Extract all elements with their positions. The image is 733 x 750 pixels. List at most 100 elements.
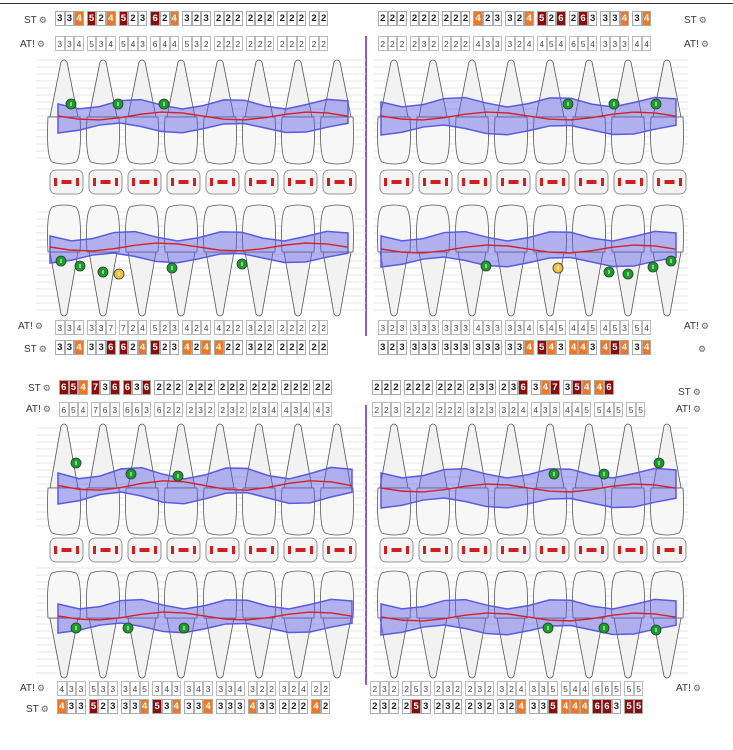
probing-depth-cell[interactable]: 2 [422, 402, 433, 417]
probing-depth-cell[interactable]: 3 [530, 380, 541, 395]
probing-depth-cell[interactable]: 2 [387, 340, 398, 355]
probing-depth-cell[interactable]: 2 [318, 320, 329, 335]
probing-depth-cell[interactable]: 3 [505, 340, 515, 355]
probing-depth-cell[interactable]: 2 [378, 36, 388, 51]
probing-depth-cell[interactable]: 2 [465, 681, 475, 696]
probing-depth-cell[interactable]: 2 [401, 699, 412, 714]
probing-depth-cell[interactable]: 3 [528, 699, 539, 714]
probing-depth-cell[interactable]: 3 [497, 681, 507, 696]
probing-depth-cell[interactable]: 5 [635, 402, 646, 417]
probing-depth-cell[interactable]: 2 [287, 36, 297, 51]
probing-depth-cell[interactable]: 4 [556, 36, 566, 51]
probing-depth-cell[interactable]: 3 [225, 681, 236, 696]
probing-depth-cell[interactable]: 3 [587, 11, 598, 26]
probing-depth-cell[interactable]: 2 [514, 36, 525, 51]
probing-depth-cell[interactable]: 2 [159, 340, 170, 355]
probing-depth-cell[interactable]: 5 [86, 11, 97, 26]
probing-depth-cell[interactable]: 2 [163, 402, 174, 417]
probing-depth-cell[interactable]: 3 [600, 11, 611, 26]
probing-depth-cell[interactable]: 3 [538, 681, 549, 696]
probing-depth-cell[interactable]: 3 [619, 320, 630, 335]
probing-depth-cell[interactable]: 5 [610, 340, 620, 355]
probing-depth-cell[interactable]: 4 [298, 681, 309, 696]
probing-depth-cell[interactable]: 7 [105, 320, 116, 335]
probing-depth-cell[interactable]: 3 [492, 340, 503, 355]
probing-depth-cell[interactable]: 2 [318, 11, 329, 26]
probing-depth-cell[interactable]: 5 [411, 681, 421, 696]
probing-depth-cell[interactable]: 2 [401, 681, 412, 696]
probing-depth-cell[interactable]: 2 [451, 36, 461, 51]
probing-depth-cell[interactable]: 2 [277, 320, 288, 335]
probing-depth-cell[interactable]: 3 [600, 36, 611, 51]
probing-depth-cell[interactable]: 2 [98, 699, 108, 714]
probing-depth-cell[interactable]: 5 [86, 36, 97, 51]
probing-depth-cell[interactable]: 3 [409, 340, 420, 355]
probing-depth-cell[interactable]: 2 [233, 36, 243, 51]
probing-depth-cell[interactable]: 6 [132, 402, 142, 417]
probing-depth-cell[interactable]: 2 [264, 340, 275, 355]
probing-depth-cell[interactable]: 3 [379, 681, 390, 696]
probing-depth-cell[interactable]: 3 [428, 340, 439, 355]
probing-depth-cell[interactable]: 3 [550, 402, 560, 417]
probing-depth-cell[interactable]: 4 [641, 36, 652, 51]
probing-depth-cell[interactable]: 5 [624, 681, 634, 696]
probing-depth-cell[interactable]: 4 [540, 380, 551, 395]
probing-depth-cell[interactable]: 2 [296, 320, 307, 335]
probing-depth-cell[interactable]: 2 [454, 402, 465, 417]
probing-depth-cell[interactable]: 4 [524, 320, 534, 335]
probing-depth-cell[interactable]: 3 [120, 681, 131, 696]
probing-depth-cell[interactable]: 3 [257, 699, 267, 714]
probing-depth-cell[interactable]: 2 [249, 380, 260, 395]
probing-depth-cell[interactable]: 5 [150, 340, 160, 355]
probing-depth-cell[interactable]: 3 [137, 36, 148, 51]
probing-depth-cell[interactable]: 3 [610, 11, 620, 26]
probing-depth-cell[interactable]: 2 [300, 380, 311, 395]
probing-depth-cell[interactable]: 3 [587, 340, 598, 355]
probing-depth-cell[interactable]: 2 [205, 402, 215, 417]
probing-depth-cell[interactable]: 4 [619, 340, 630, 355]
probing-depth-cell[interactable]: 2 [291, 380, 301, 395]
probing-depth-cell[interactable]: 4 [128, 36, 138, 51]
probing-depth-cell[interactable]: 2 [389, 681, 399, 696]
probing-depth-cell[interactable]: 6 [150, 36, 160, 51]
probing-depth-cell[interactable]: 2 [264, 11, 275, 26]
probing-depth-cell[interactable]: 4 [619, 11, 630, 26]
probing-depth-cell[interactable]: 2 [259, 380, 269, 395]
probing-depth-cell[interactable]: 4 [74, 11, 84, 26]
probing-depth-cell[interactable]: 4 [570, 699, 580, 714]
probing-depth-cell[interactable]: 2 [245, 36, 256, 51]
probing-depth-cell[interactable]: 3 [76, 681, 86, 696]
probing-depth-cell[interactable]: 2 [264, 36, 275, 51]
probing-depth-cell[interactable]: 4 [235, 681, 245, 696]
gear-icon[interactable]: ⚙ [692, 682, 701, 693]
probing-depth-cell[interactable]: 2 [195, 380, 206, 395]
probing-depth-cell[interactable]: 2 [428, 36, 439, 51]
probing-depth-cell[interactable]: 2 [372, 380, 382, 395]
probing-depth-cell[interactable]: 4 [171, 699, 182, 714]
probing-depth-cell[interactable]: 3 [611, 699, 622, 714]
probing-depth-cell[interactable]: 2 [191, 340, 202, 355]
probing-depth-cell[interactable]: 4 [247, 699, 258, 714]
probing-depth-cell[interactable]: 2 [296, 11, 307, 26]
probing-depth-cell[interactable]: 4 [524, 36, 534, 51]
probing-depth-cell[interactable]: 2 [233, 11, 243, 26]
probing-depth-cell[interactable]: 2 [287, 340, 297, 355]
probing-depth-cell[interactable]: 5 [560, 681, 571, 696]
probing-depth-cell[interactable]: 3 [492, 11, 503, 26]
probing-depth-cell[interactable]: 4 [560, 699, 571, 714]
probing-depth-cell[interactable]: 4 [201, 340, 211, 355]
gear-icon[interactable]: ⚙ [700, 320, 709, 331]
probing-depth-cell[interactable]: 3 [130, 699, 140, 714]
probing-depth-cell[interactable]: 4 [105, 11, 116, 26]
probing-depth-cell[interactable]: 2 [186, 380, 196, 395]
probing-depth-cell[interactable]: 2 [433, 681, 444, 696]
probing-depth-cell[interactable]: 2 [445, 380, 455, 395]
probing-depth-cell[interactable]: 2 [289, 699, 299, 714]
probing-depth-cell[interactable]: 6 [59, 402, 69, 417]
probing-depth-cell[interactable]: 4 [536, 36, 547, 51]
probing-depth-cell[interactable]: 4 [159, 36, 170, 51]
probing-depth-cell[interactable]: 2 [313, 380, 323, 395]
probing-depth-cell[interactable]: 3 [245, 320, 256, 335]
probing-depth-cell[interactable]: 3 [473, 340, 483, 355]
probing-depth-cell[interactable]: 5 [548, 681, 558, 696]
